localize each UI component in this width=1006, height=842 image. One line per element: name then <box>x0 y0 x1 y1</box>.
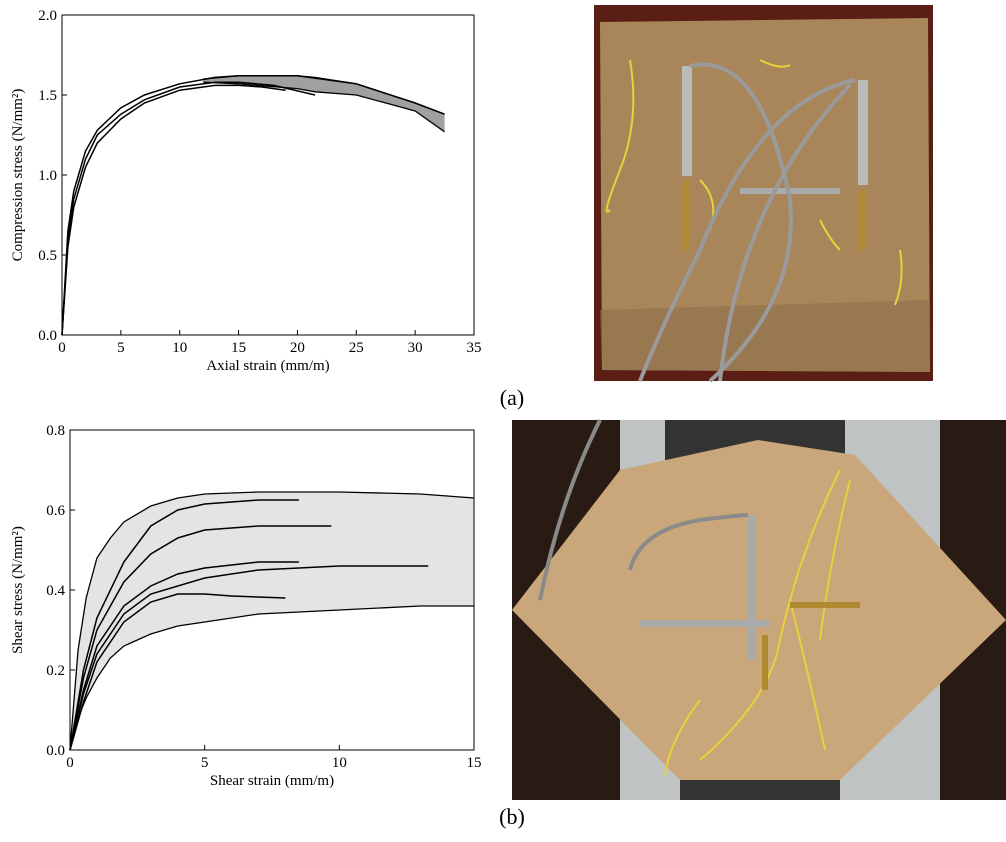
y-tick-label: 0.0 <box>46 743 65 759</box>
band-edge <box>69 605 474 751</box>
y-tick-label: 0.5 <box>38 248 57 264</box>
curve <box>69 561 299 751</box>
x-tick-label: 20 <box>290 340 305 356</box>
plot-frame <box>61 14 475 336</box>
band-edge <box>203 81 445 133</box>
y-tick-label: 0.4 <box>46 583 65 599</box>
curve <box>69 499 299 751</box>
x-tick-label: 35 <box>467 340 482 356</box>
x-tick-label: 15 <box>231 340 246 356</box>
band <box>70 492 474 750</box>
curve <box>69 593 286 751</box>
x-tick-label: 5 <box>201 755 209 771</box>
y-tick-label: 0.0 <box>38 328 57 344</box>
x-axis-label: Axial strain (mm/m) <box>206 358 329 374</box>
x-tick-label: 25 <box>349 340 364 356</box>
x-axis-label: Shear strain (mm/m) <box>210 773 334 789</box>
x-tick-label: 5 <box>117 340 125 356</box>
photo-a <box>594 5 933 383</box>
y-tick-label: 0.8 <box>46 423 65 439</box>
curve <box>61 84 286 336</box>
y-tick-label: 2.0 <box>38 8 57 24</box>
y-tick-label: 1.5 <box>38 88 57 104</box>
x-tick-label: 0 <box>58 340 66 356</box>
photo-b <box>512 419 1006 800</box>
y-tick-label: 0.6 <box>46 503 65 519</box>
y-axis-label: Compression stress (N/mm²) <box>10 89 26 262</box>
panel-label: (a) <box>500 385 524 410</box>
x-tick-label: 15 <box>467 755 482 771</box>
curve <box>61 81 316 336</box>
y-tick-label: 1.0 <box>38 168 57 184</box>
band-edge <box>69 491 475 751</box>
band <box>203 75 445 132</box>
x-tick-label: 10 <box>172 340 187 356</box>
x-tick-label: 10 <box>332 755 347 771</box>
y-tick-label: 0.2 <box>46 663 65 679</box>
curve <box>69 525 332 751</box>
x-tick-label: 0 <box>66 755 74 771</box>
curve <box>69 565 429 751</box>
y-axis-label: Shear stress (N/mm²) <box>10 526 26 654</box>
curve <box>61 75 445 336</box>
x-tick-label: 30 <box>408 340 423 356</box>
panel-label: (b) <box>499 804 525 829</box>
